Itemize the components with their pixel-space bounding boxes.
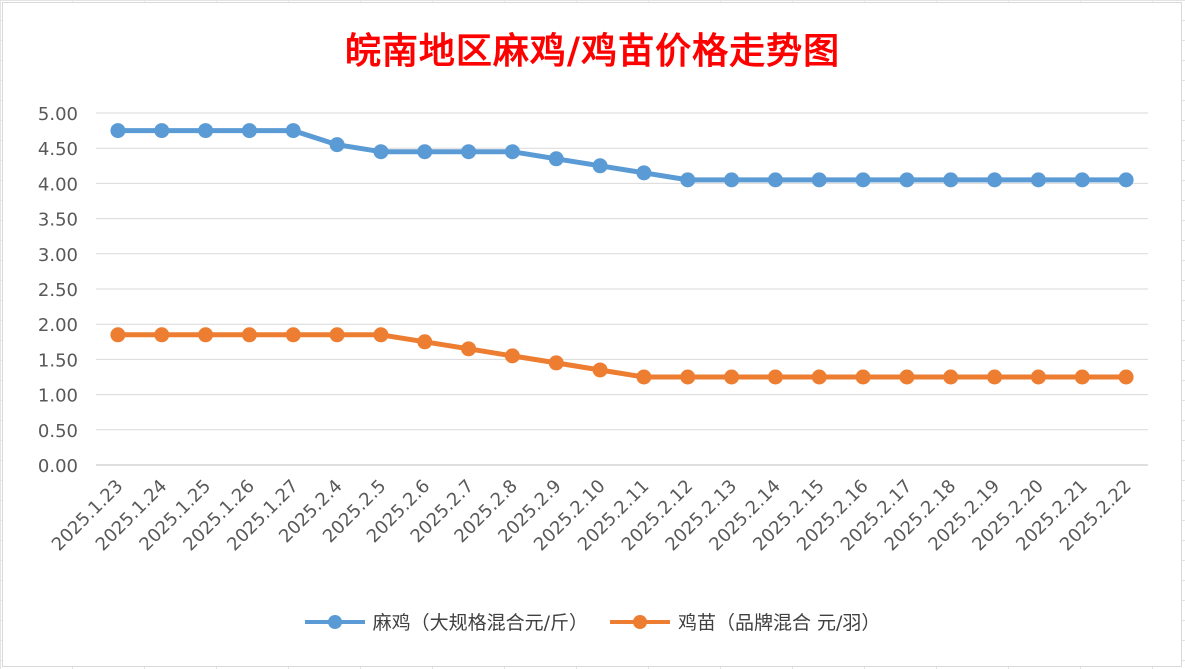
data-point[interactable] — [504, 144, 520, 160]
data-point[interactable] — [680, 172, 696, 188]
data-point[interactable] — [504, 348, 520, 364]
data-point[interactable] — [548, 355, 564, 371]
data-point[interactable] — [1118, 369, 1134, 385]
y-tick-label: 1.50 — [38, 350, 78, 371]
data-point[interactable] — [461, 341, 477, 357]
data-point[interactable] — [680, 369, 696, 385]
data-point[interactable] — [373, 327, 389, 343]
y-tick-label: 0.50 — [38, 421, 78, 442]
data-point[interactable] — [1030, 172, 1046, 188]
data-point[interactable] — [241, 327, 257, 343]
data-point[interactable] — [855, 369, 871, 385]
y-tick-label: 3.00 — [38, 245, 78, 266]
gridlines — [96, 112, 1148, 466]
legend-label-series-2: 鸡苗（品牌混合 元/羽） — [677, 612, 881, 634]
legend-dot-series-2 — [632, 614, 647, 629]
y-tick-label: 2.00 — [38, 315, 78, 336]
series-line-1 — [115, 128, 1129, 183]
data-point[interactable] — [1074, 172, 1090, 188]
y-tick-label: 5.00 — [38, 104, 78, 125]
data-point[interactable] — [329, 327, 345, 343]
y-tick-label: 3.50 — [38, 210, 78, 231]
data-point[interactable] — [154, 123, 170, 139]
series-2 — [110, 327, 1134, 385]
data-point[interactable] — [811, 369, 827, 385]
y-tick-label: 0.00 — [38, 456, 78, 477]
y-tick-label: 1.00 — [38, 386, 78, 407]
data-point[interactable] — [285, 123, 301, 139]
data-point[interactable] — [241, 123, 257, 139]
data-point[interactable] — [198, 123, 214, 139]
data-point[interactable] — [417, 144, 433, 160]
data-point[interactable] — [417, 334, 433, 350]
y-tick-label: 4.50 — [38, 139, 78, 160]
data-point[interactable] — [1118, 172, 1134, 188]
data-point[interactable] — [1074, 369, 1090, 385]
legend-marker-series-1 — [304, 614, 365, 629]
legend-item-series-1[interactable]: 麻鸡（大规格混合元/斤） — [304, 608, 588, 635]
data-point[interactable] — [198, 327, 214, 343]
legend-dot-series-1 — [327, 614, 342, 629]
chart-title: 皖南地区麻鸡/鸡苗价格走势图 — [344, 30, 841, 72]
data-point[interactable] — [461, 144, 477, 160]
series-lines — [110, 123, 1134, 385]
data-point[interactable] — [154, 327, 170, 343]
data-point[interactable] — [548, 151, 564, 167]
data-point[interactable] — [767, 172, 783, 188]
data-point[interactable] — [943, 172, 959, 188]
data-point[interactable] — [987, 369, 1003, 385]
y-tick-label: 2.50 — [38, 280, 78, 301]
data-point[interactable] — [110, 327, 126, 343]
data-point[interactable] — [987, 172, 1003, 188]
data-point[interactable] — [855, 172, 871, 188]
data-point[interactable] — [811, 172, 827, 188]
x-axis-ticks: 2025.1.232025.1.242025.1.252025.1.262025… — [48, 476, 1136, 556]
data-point[interactable] — [767, 369, 783, 385]
data-point[interactable] — [592, 362, 608, 378]
data-point[interactable] — [899, 172, 915, 188]
series-line-2 — [115, 332, 1129, 380]
data-point[interactable] — [285, 327, 301, 343]
series-1 — [110, 123, 1134, 188]
legend: 麻鸡（大规格混合元/斤） 鸡苗（品牌混合 元/羽） — [0, 608, 1185, 635]
data-point[interactable] — [329, 137, 345, 153]
legend-marker-series-2 — [609, 614, 670, 629]
data-point[interactable] — [1030, 369, 1046, 385]
data-point[interactable] — [943, 369, 959, 385]
data-point[interactable] — [899, 369, 915, 385]
data-point[interactable] — [636, 165, 652, 181]
y-axis-ticks: 0.00 0.50 1.00 1.50 2.00 2.50 3.00 3.50 4.00 4.50… — [38, 104, 78, 477]
data-point[interactable] — [636, 369, 652, 385]
data-point[interactable] — [724, 172, 740, 188]
data-point[interactable] — [592, 158, 608, 174]
data-point[interactable] — [373, 144, 389, 160]
legend-item-series-2[interactable]: 鸡苗（品牌混合 元/羽） — [609, 608, 881, 635]
data-point[interactable] — [110, 123, 126, 139]
legend-label-series-1: 麻鸡（大规格混合元/斤） — [372, 612, 588, 634]
y-tick-label: 4.00 — [38, 174, 78, 195]
data-point[interactable] — [724, 369, 740, 385]
